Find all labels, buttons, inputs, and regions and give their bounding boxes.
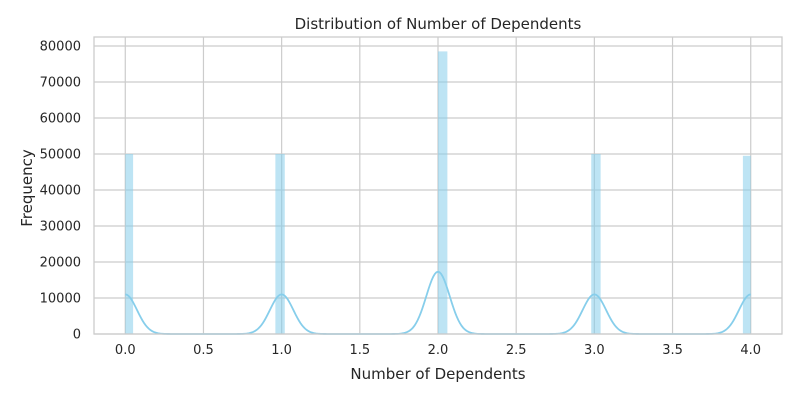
y-tick-label: 50000	[40, 148, 81, 163]
y-tick-label: 80000	[40, 40, 81, 55]
y-tick-label: 70000	[40, 76, 81, 91]
histogram-bar	[438, 51, 448, 335]
x-tick-label: 2.5	[506, 343, 527, 358]
histogram-bars	[125, 51, 751, 335]
histogram-bar	[591, 154, 601, 334]
y-tick-label: 40000	[40, 184, 81, 199]
y-tick-label: 60000	[40, 112, 81, 127]
y-tick-labels: 0 10000 20000 30000 40000 50000 60000 70000 8000…	[40, 40, 81, 343]
histogram-bar	[125, 154, 134, 334]
x-tick-label: 3.0	[584, 343, 605, 358]
x-tick-label: 1.5	[349, 343, 370, 358]
x-axis-label: Number of Dependents	[350, 365, 525, 383]
x-tick-label: 1.0	[271, 343, 292, 358]
x-tick-label: 2.0	[428, 343, 449, 358]
histogram-bar	[275, 154, 285, 334]
x-tick-label: 4.0	[740, 343, 761, 358]
y-axis-label: Frequency	[18, 149, 36, 227]
histogram-bar	[742, 155, 751, 334]
x-tick-label: 3.5	[662, 343, 683, 358]
y-tick-label: 10000	[40, 292, 81, 307]
y-tick-label: 0	[73, 328, 81, 343]
x-tick-labels: 0.0 0.5 1.0 1.5 2.0 2.5 3.0 3.5 4.0	[115, 343, 761, 358]
x-tick-label: 0.5	[193, 343, 214, 358]
y-tick-label: 30000	[40, 220, 81, 235]
x-tick-label: 0.0	[115, 343, 136, 358]
y-tick-label: 20000	[40, 256, 81, 271]
plot-frame	[93, 36, 783, 335]
chart-title: Distribution of Number of Dependents	[295, 15, 582, 33]
